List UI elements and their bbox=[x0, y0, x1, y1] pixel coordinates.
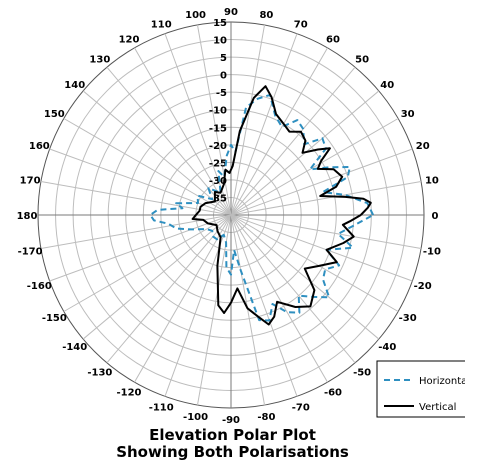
grid-spoke bbox=[49, 214, 232, 282]
angle-tick-label: -160 bbox=[27, 281, 52, 292]
grid-spoke bbox=[230, 214, 422, 250]
legend-box bbox=[376, 360, 465, 418]
legend-label-vertical: Vertical bbox=[419, 402, 456, 413]
angle-tick-label: 10 bbox=[425, 176, 439, 187]
grid-spoke bbox=[164, 33, 232, 216]
grid-spoke bbox=[196, 24, 232, 216]
angle-tick-label: -80 bbox=[257, 412, 275, 423]
legend-label-horizontal: Horizontal bbox=[419, 376, 465, 387]
angle-tick-label: 60 bbox=[326, 34, 340, 45]
angle-tick-label: -60 bbox=[324, 388, 342, 399]
polar-grid bbox=[37, 21, 425, 409]
angle-tick-label: 90 bbox=[224, 7, 238, 18]
grid-spoke bbox=[230, 148, 413, 216]
grid-spoke bbox=[134, 47, 232, 216]
grid-spoke bbox=[63, 118, 232, 216]
grid-spoke bbox=[230, 214, 266, 406]
polar-plot: 90 80706050403020100-10-20-30-40-50-60-70… bbox=[17, 7, 465, 425]
grid-spoke bbox=[40, 214, 232, 250]
angle-tick-label: -20 bbox=[414, 281, 432, 292]
chart-title: Elevation Polar Plot bbox=[149, 426, 316, 444]
radial-tick-labels: 15 10 5 0 -5 -10 -15 -20 -25 -30 -35 bbox=[209, 18, 227, 204]
angle-tick-label: 50 bbox=[355, 55, 369, 66]
grid-spoke bbox=[63, 214, 232, 312]
angle-tick-label: -40 bbox=[378, 342, 396, 353]
data-series bbox=[149, 85, 374, 326]
series-line-horizontal bbox=[149, 93, 374, 322]
angle-tick-label: -100 bbox=[183, 412, 208, 423]
angle-tick-label: 80 bbox=[259, 10, 273, 21]
angle-tick-label: -90 bbox=[222, 415, 240, 425]
radial-tick-label: -35 bbox=[209, 193, 227, 204]
grid-spoke bbox=[230, 214, 380, 340]
angle-tick-label: -110 bbox=[149, 403, 174, 414]
angle-tick-label: 160 bbox=[29, 141, 50, 152]
grid-spoke bbox=[230, 47, 328, 216]
grid-spoke bbox=[106, 214, 232, 364]
grid-spoke bbox=[82, 90, 232, 216]
radial-tick-label: -5 bbox=[216, 88, 227, 99]
angle-tick-label: -150 bbox=[42, 313, 67, 324]
angle-tick-label: 110 bbox=[151, 19, 172, 30]
grid-spoke bbox=[230, 214, 399, 312]
grid-spoke bbox=[230, 214, 298, 397]
series-line-vertical bbox=[191, 85, 372, 326]
angle-tick-label: 130 bbox=[89, 55, 110, 66]
angle-tick-label: 70 bbox=[294, 19, 308, 30]
grid-spoke bbox=[230, 214, 328, 383]
angle-tick-label: 20 bbox=[416, 141, 430, 152]
chart-title-block: Elevation Polar Plot Showing Both Polari… bbox=[0, 427, 465, 461]
radial-tick-label: 0 bbox=[220, 71, 227, 82]
angle-tick-label: 140 bbox=[64, 80, 85, 91]
angle-tick-label: -70 bbox=[292, 403, 310, 414]
radial-tick-label: 15 bbox=[213, 18, 227, 29]
angle-tick-label: -170 bbox=[18, 246, 43, 257]
angle-tick-label: 100 bbox=[185, 10, 206, 21]
angle-tick-label: 170 bbox=[20, 176, 41, 187]
angle-tick-labels: 90 80706050403020100-10-20-30-40-50-60-70… bbox=[17, 7, 441, 425]
angle-tick-label: -10 bbox=[423, 246, 441, 257]
radial-tick-label: 5 bbox=[220, 53, 227, 64]
radial-tick-label: -25 bbox=[209, 158, 227, 169]
radial-tick-label: -20 bbox=[209, 141, 227, 152]
grid-spoke bbox=[230, 180, 422, 216]
chart-subtitle: Showing Both Polarisations bbox=[116, 443, 349, 461]
grid-spoke bbox=[230, 24, 266, 216]
grid-spoke bbox=[106, 66, 232, 216]
grid-spoke bbox=[230, 214, 356, 364]
angle-tick-label: 120 bbox=[119, 34, 140, 45]
angle-tick-label: 0 bbox=[432, 211, 439, 222]
grid-spoke bbox=[82, 214, 232, 340]
grid-spoke bbox=[134, 214, 232, 383]
angle-tick-label: 180 bbox=[17, 211, 38, 222]
radial-tick-label: -30 bbox=[209, 176, 227, 187]
angle-tick-label: -140 bbox=[62, 342, 87, 353]
radial-tick-label: -10 bbox=[209, 106, 227, 117]
angle-tick-label: -120 bbox=[116, 388, 141, 399]
angle-tick-label: -30 bbox=[399, 313, 417, 324]
angle-tick-label: -50 bbox=[353, 367, 371, 378]
angle-tick-label: -130 bbox=[87, 367, 112, 378]
angle-tick-label: 150 bbox=[44, 109, 65, 120]
legend: Horizontal Vertical bbox=[376, 360, 465, 418]
angle-tick-label: 40 bbox=[380, 80, 394, 91]
grid-spoke bbox=[230, 33, 298, 216]
grid-spoke bbox=[49, 148, 232, 216]
grid-spoke bbox=[230, 66, 356, 216]
grid-spoke bbox=[230, 118, 399, 216]
radial-tick-label: -15 bbox=[209, 123, 227, 134]
radial-tick-label: 10 bbox=[213, 36, 227, 47]
angle-tick-label: 30 bbox=[401, 109, 415, 120]
grid-spoke bbox=[230, 214, 413, 282]
